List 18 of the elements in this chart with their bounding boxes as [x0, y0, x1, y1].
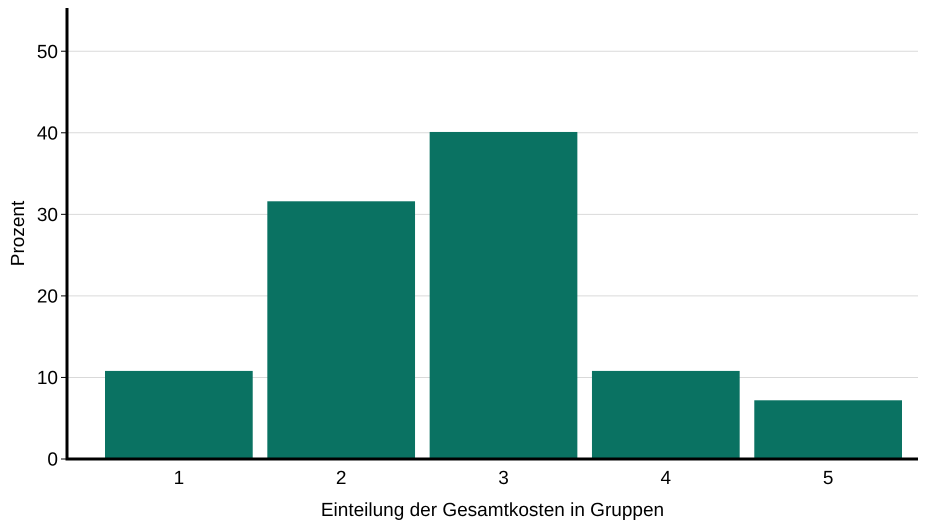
y-tick-label: 20: [36, 286, 58, 308]
bar: [105, 370, 253, 459]
y-axis-title: Prozent: [8, 200, 29, 266]
x-tick-label: 5: [822, 468, 834, 489]
x-tick-label: 3: [498, 468, 509, 489]
y-tick-label: 40: [36, 123, 58, 144]
y-tick-label: 30: [36, 204, 58, 226]
x-tick-label: 4: [660, 468, 672, 489]
x-axis-title: Einteilung der Gesamtkosten in Gruppen: [320, 500, 664, 521]
y-tick-label: 0: [47, 450, 58, 471]
bar: [430, 132, 578, 459]
bar: [592, 370, 740, 459]
bar: [267, 201, 416, 459]
bar: [754, 400, 902, 459]
y-tick-label: 10: [36, 368, 58, 390]
x-tick-label: 1: [174, 468, 184, 489]
x-tick-label: 2: [336, 468, 346, 489]
y-tick-label: 50: [36, 42, 58, 63]
